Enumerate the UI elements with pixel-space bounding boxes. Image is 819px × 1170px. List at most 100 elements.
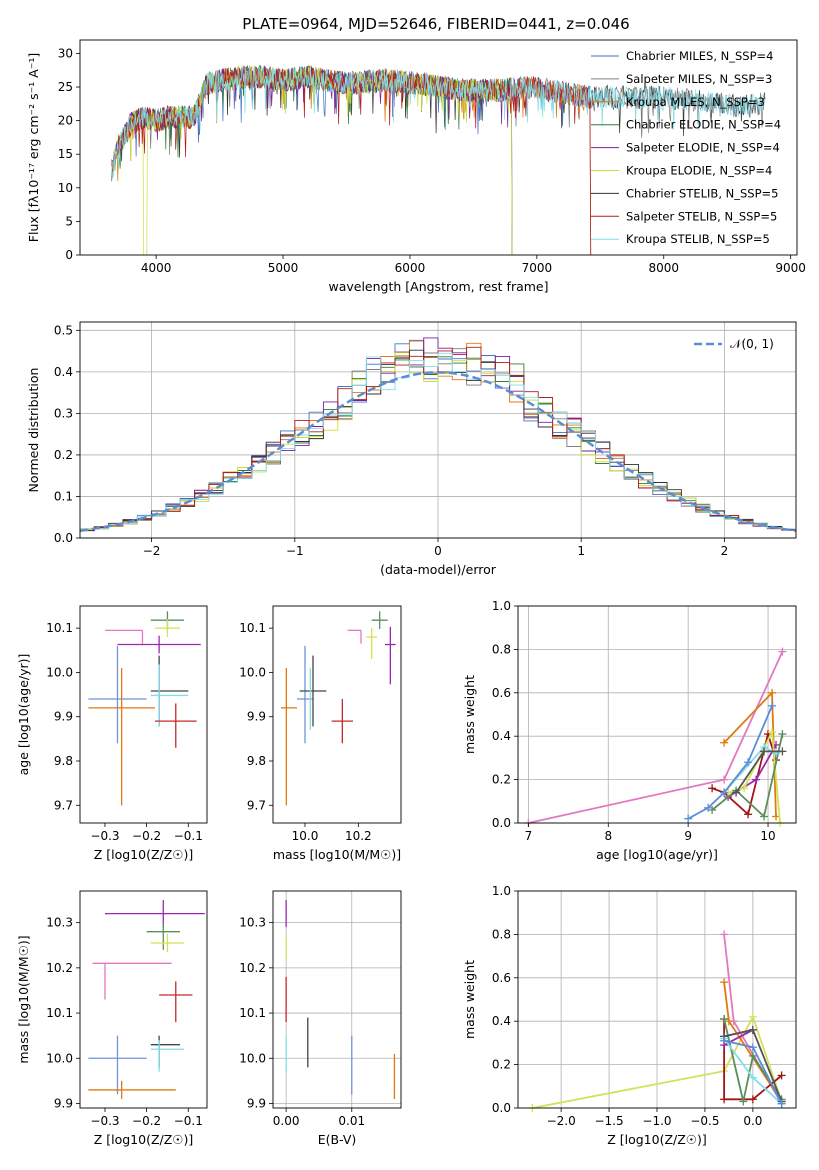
x-tick-label: 0.00 [273,1114,300,1128]
axes-frame: −0.3 −0.2 −0.1 9.9 10.0 10.1 10.2 10.3 Z [log10(… [16,890,208,1147]
errorbar-point [150,664,189,727]
y-tick-label: 9.7 [54,798,73,812]
x-tick-label: 1 [577,544,585,558]
x-axis-label: mass [log10(M/M☉)] [273,847,401,862]
errorbar-point [150,1040,185,1072]
y-axis-label: age [log10(age/yr)] [16,654,31,776]
errorbar-point [150,655,189,727]
plus-marker [768,701,777,710]
axes-frame: 4000 5000 6000 7000 8000 9000 0 5 10 15 20 25 30 wave… [26,39,806,294]
axes-border [272,890,402,1109]
y-tick-label: 10.2 [239,961,266,975]
y-tick-label: 25 [58,80,73,94]
plus-marker [708,784,717,793]
plot-area [524,647,787,827]
plus-marker [720,775,729,784]
x-tick-label: 4000 [141,261,172,275]
legend-label: Kroupa STELIB, N_SSP=5 [626,232,770,246]
plot-area [528,930,786,1112]
plus-marker [748,1051,757,1060]
y-tick-label: 9.8 [54,754,73,768]
errorbar-point [299,655,327,727]
age-vs-metallicity-panel: −0.3 −0.2 −0.1 9.7 9.8 9.9 10.0 10.1 Z [log10(Z/… [16,605,208,862]
y-tick-label: 9.9 [54,710,73,724]
errorbar-point [154,703,197,748]
plus-marker [720,978,729,987]
plus-marker [744,758,753,767]
y-tick-label: 10.3 [46,916,73,930]
x-tick-label: −0.1 [174,829,203,843]
x-tick-label: 5000 [268,261,299,275]
y-tick-label: 15 [58,147,73,161]
y-tick-label: 10.0 [239,665,266,679]
plus-marker [777,1071,786,1080]
y-tick-label: 10.0 [46,1051,73,1065]
plus-marker [778,730,787,739]
plot-area [80,337,796,532]
x-axis-label: Z [log10(Z/Z☉)] [94,847,194,862]
axes-frame: −2 −1 0 1 2 0.0 0.1 0.2 0.3 0.4 0.5 (data-model)/er… [26,321,797,577]
y-tick-label: 0.4 [492,729,511,743]
plus-marker [748,1095,757,1104]
y-tick-label: 0.1 [54,489,73,503]
axes-border [272,605,402,824]
legend-label: Chabrier STELIB, N_SSP=5 [626,186,778,200]
x-tick-label: 2 [721,544,729,558]
spectrum-legend: Chabrier MILES, N_SSP=4 Salpeter MILES, N… [591,49,781,246]
x-tick-label: 0 [434,544,442,558]
y-tick-label: 9.7 [247,798,266,812]
errorbar-point [88,645,147,744]
x-axis-label: wavelength [Angstrom, rest frame] [328,279,548,294]
errorbar-point [331,699,353,744]
plus-marker [748,1025,757,1034]
x-tick-label: 7 [525,829,533,843]
y-tick-label: 10.3 [239,916,266,930]
x-tick-label: 10 [760,829,775,843]
y-tick-label: 9.9 [54,1096,73,1110]
spectrum-panel: 4000 5000 6000 7000 8000 9000 0 5 10 15 20 25 30 wave… [26,39,806,294]
spectrum-series-line [111,65,766,180]
y-tick-label: 0.4 [54,365,73,379]
figure-title: PLATE=0964, MJD=52646, FIBERID=0441, z=0… [242,15,629,33]
axes-frame: 10.0 10.2 9.7 9.8 9.9 10.0 10.1 mass [log10(M/M… [239,605,402,862]
x-tick-label: 10.0 [292,829,319,843]
plot-area [285,900,396,1099]
x-tick-label: −1 [286,544,304,558]
errorbar-point [88,668,155,806]
y-tick-label: 0.2 [492,1058,511,1072]
plus-marker [720,1095,729,1104]
mass-weight-series [684,701,777,823]
grid [273,891,401,1108]
errorbar-point [150,933,185,953]
x-tick-label: 7000 [522,261,553,275]
y-tick-label: 1.0 [492,599,511,613]
x-tick-label: 10.2 [345,829,372,843]
errorbar-point [117,635,201,654]
plus-marker [778,647,787,656]
normal-curve [80,371,796,532]
plus-marker [768,688,777,697]
plus-marker [744,810,753,819]
plot-area [281,611,396,806]
x-axis-label: Z [log10(Z/Z☉)] [94,1132,194,1147]
plus-marker [720,788,729,797]
y-axis-label: Flux [fλ10⁻¹⁷ erg cm⁻² s⁻¹ A⁻¹] [26,53,41,242]
plus-marker [720,1036,729,1045]
plot-area [88,900,205,1099]
x-axis-label: (data-model)/error [380,562,497,577]
y-tick-label: 10.1 [46,1006,73,1020]
y-tick-label: 0.2 [492,773,511,787]
plus-marker [778,747,787,756]
plus-marker [720,930,729,939]
x-tick-label: 0.01 [338,1114,365,1128]
mass-weight-line [723,1018,783,1102]
y-tick-label: 1.0 [492,884,511,898]
legend-label: Salpeter STELIB, N_SSP=5 [626,209,777,223]
x-axis-label: Z [log10(Z/Z☉)] [607,1132,707,1147]
x-tick-label: −1.0 [642,1114,671,1128]
x-tick-label: 9 [684,829,692,843]
axes-border [79,39,798,256]
plus-marker [704,803,713,812]
mass-vs-ebv-panel: 0.00 0.01 9.9 10.0 10.1 10.2 10.3 E(B-V) [239,890,402,1147]
